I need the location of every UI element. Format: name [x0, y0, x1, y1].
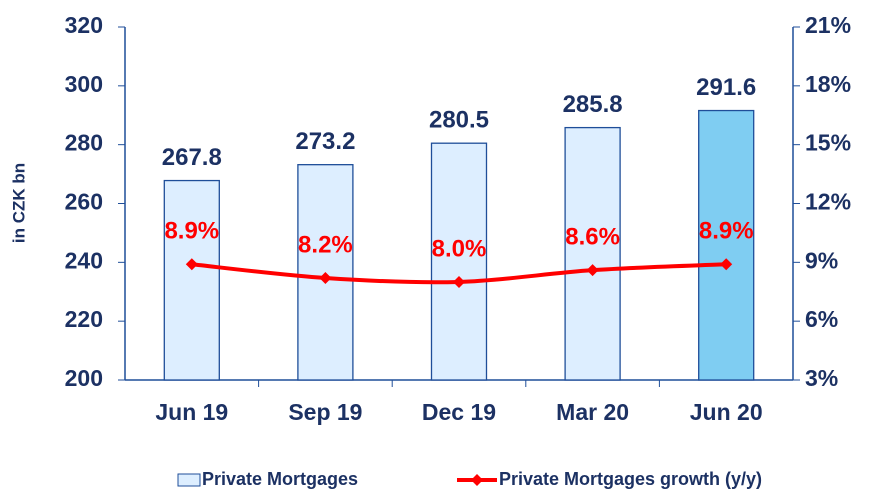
line-value-label: 8.6% — [565, 224, 620, 251]
y2-tick-label: 21% — [805, 12, 851, 38]
line-value-label: 8.2% — [298, 231, 353, 258]
y-tick-label: 260 — [65, 189, 103, 215]
bar — [698, 109, 755, 381]
line-marker — [720, 258, 733, 271]
line-marker — [319, 272, 332, 285]
y2-tick-label: 3% — [805, 365, 838, 391]
y-tick-label: 280 — [65, 130, 103, 156]
legend-swatch — [177, 473, 201, 487]
bar — [163, 179, 220, 381]
legend-label: Private Mortgages — [202, 469, 358, 489]
bar-value-label: 285.8 — [563, 91, 623, 118]
y-tick-label: 220 — [65, 306, 103, 332]
legend-label: Private Mortgages growth (y/y) — [499, 469, 762, 489]
y2-tick-label: 18% — [805, 71, 851, 97]
y2-tick-label: 15% — [805, 130, 851, 156]
x-tick-label: Sep 19 — [288, 399, 362, 425]
bar — [430, 142, 488, 381]
y-tick-label: 320 — [65, 12, 103, 38]
y-tick-label: 200 — [65, 365, 103, 391]
y-tick-label: 300 — [65, 71, 103, 97]
line-marker — [185, 258, 198, 271]
line-value-label: 8.0% — [432, 235, 487, 262]
line-value-label: 8.9% — [699, 218, 754, 245]
bar-value-label: 273.2 — [295, 128, 355, 155]
line-value-label: 8.9% — [164, 218, 219, 245]
line-marker — [453, 275, 465, 288]
x-tick-label: Jun 19 — [155, 399, 228, 425]
legend-marker — [471, 474, 483, 486]
y-tick-label: 240 — [65, 247, 103, 273]
x-tick-label: Dec 19 — [422, 399, 496, 425]
y-axis-label: in CZK bn — [9, 163, 28, 243]
bar-value-label: 291.6 — [696, 74, 756, 101]
bar-value-label: 280.5 — [429, 107, 489, 134]
line-marker — [586, 264, 599, 277]
y2-tick-label: 6% — [805, 306, 838, 332]
y2-tick-label: 9% — [805, 247, 838, 273]
bar-value-label: 267.8 — [162, 144, 222, 171]
bar — [564, 126, 621, 381]
x-tick-label: Jun 20 — [690, 399, 763, 425]
x-tick-label: Mar 20 — [556, 399, 629, 425]
y2-tick-label: 12% — [805, 189, 851, 215]
